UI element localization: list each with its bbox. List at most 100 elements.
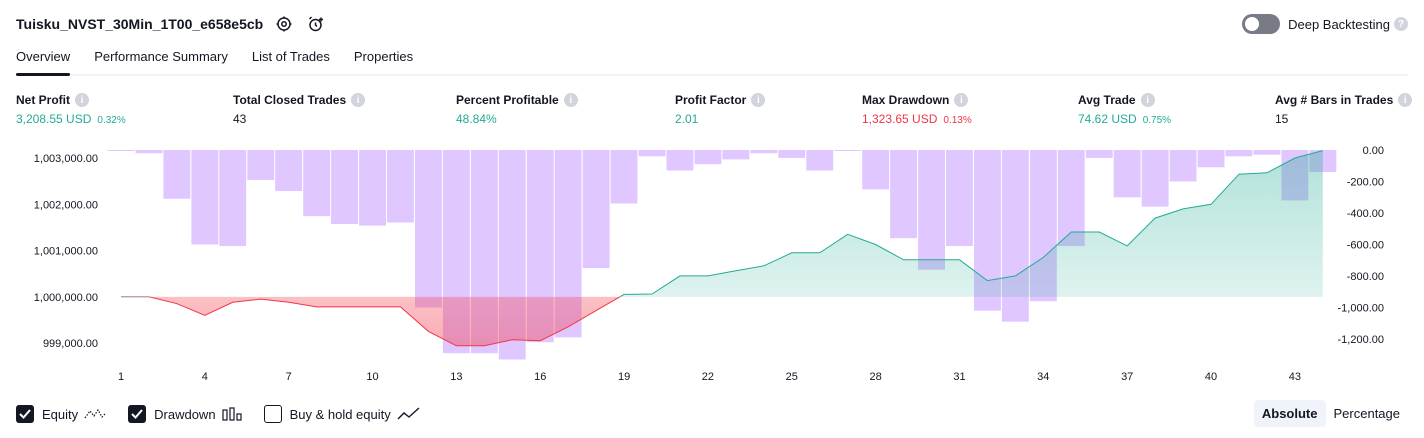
drawdown-bar — [303, 150, 331, 217]
equity-line-loss — [121, 296, 622, 347]
equity-chart: 1,003,000.00 1,002,000.00 1,001,000.00 1,00… — [0, 140, 1424, 392]
drawdown-bar — [1253, 150, 1281, 155]
x-axis-tick: 19 — [618, 371, 630, 383]
drawdown-bar — [135, 150, 163, 154]
drawdown-bar — [946, 150, 973, 247]
chart-legend: Equity Drawdown Buy & hold equity — [16, 404, 441, 424]
buy-hold-checkbox[interactable] — [263, 405, 282, 423]
x-axis-tick: 37 — [1121, 371, 1133, 383]
equity-line-icon — [84, 407, 108, 421]
tab-overview[interactable]: Overview — [16, 48, 71, 76]
right-axis-tick: -200.00 — [1347, 177, 1384, 189]
stat-value: 2.01 — [675, 112, 699, 126]
stats-row: Net Profit i 3,208.55 USD 0.32% Total Clos… — [16, 93, 1416, 133]
info-icon[interactable]: i — [1140, 93, 1155, 107]
left-axis-tick: 1,001,000.00 — [34, 246, 98, 258]
drawdown-bar — [862, 150, 890, 190]
help-icon[interactable]: ? — [1394, 17, 1408, 31]
add-alert-icon[interactable] — [305, 13, 327, 35]
drawdown-checkbox[interactable] — [128, 405, 147, 423]
gear-icon[interactable] — [273, 13, 295, 35]
right-axis-tick: -1,200.00 — [1338, 334, 1384, 346]
right-axis-tick: -1,000.00 — [1338, 303, 1384, 315]
stat-label: Total Closed Trades — [233, 93, 347, 107]
stat-value: 43 — [233, 112, 247, 126]
deep-backtesting-toggle[interactable] — [1242, 14, 1281, 34]
drawdown-bar — [890, 150, 917, 239]
drawdown-bar — [1197, 150, 1225, 168]
x-axis-tick: 16 — [534, 371, 546, 383]
drawdown-bar — [666, 150, 694, 171]
chart-canvas: 1,003,000.00 1,002,000.00 1,001,000.00 1,00… — [34, 145, 1384, 383]
drawdown-bar — [1169, 150, 1197, 182]
equity-profit-area — [620, 150, 1323, 297]
drawdown-bar — [1085, 150, 1113, 158]
stat-net-profit: Net Profit i 3,208.55 USD 0.32% — [16, 93, 126, 126]
stat-label: Percent Profitable — [456, 93, 559, 107]
drawdown-bar — [331, 150, 358, 224]
tab-properties[interactable]: Properties — [353, 49, 414, 64]
stat-value: 3,208.55 USD — [16, 112, 92, 126]
legend-buy-hold[interactable]: Buy & hold equity — [263, 405, 421, 423]
absolute-button[interactable]: Absolute — [1253, 400, 1326, 427]
stat-percent: 0.75% — [1142, 115, 1172, 126]
drawdown-bar — [806, 150, 834, 171]
stat-label: Max Drawdown — [862, 93, 950, 107]
stat-value: 1,323.65 USD — [862, 112, 938, 126]
drawdown-bar — [1225, 150, 1253, 157]
drawdown-bar — [247, 150, 275, 180]
drawdown-bar — [163, 150, 191, 199]
deep-backtesting: Deep Backtesting ? — [1242, 12, 1408, 36]
stat-percent: 0.32% — [97, 115, 126, 126]
drawdown-bar — [582, 150, 610, 269]
drawdown-bar — [1141, 150, 1169, 207]
stat-max-drawdown: Max Drawdown i 1,323.65 USD 0.13% — [862, 93, 972, 126]
x-axis-tick: 34 — [1037, 371, 1049, 383]
drawdown-bar — [722, 150, 750, 160]
info-icon[interactable]: i — [1398, 93, 1413, 107]
stat-percent: 0.13% — [943, 115, 972, 126]
x-axis-tick: 40 — [1205, 371, 1217, 383]
info-icon[interactable]: i — [751, 93, 766, 107]
drawdown-bar — [107, 150, 135, 151]
equity-checkbox[interactable] — [16, 405, 34, 423]
drawdown-bar — [750, 150, 778, 154]
x-axis-tick: 25 — [786, 371, 798, 383]
drawdown-bar — [415, 150, 442, 308]
drawdown-bar — [778, 150, 806, 158]
legend-drawdown[interactable]: Drawdown — [128, 405, 243, 423]
x-axis-tick: 4 — [202, 371, 208, 383]
left-axis-tick: 1,000,000.00 — [34, 292, 98, 304]
right-axis-tick: -400.00 — [1347, 208, 1384, 220]
tab-performance-summary[interactable]: Performance Summary — [94, 49, 228, 64]
info-icon[interactable]: i — [563, 93, 578, 107]
drawdown-bar — [694, 150, 722, 165]
drawdown-bar — [191, 150, 219, 245]
tab-list-of-trades[interactable]: List of Trades — [251, 49, 330, 64]
info-icon[interactable]: i — [351, 93, 366, 107]
stat-label: Net Profit — [16, 93, 70, 107]
stat-avg-trade: Avg Trade i 74.62 USD 0.75% — [1078, 93, 1171, 126]
tab-bar: Overview Performance Summary List of Tra… — [16, 48, 1408, 76]
drawdown-bar — [610, 150, 638, 204]
x-axis-tick: 28 — [869, 371, 881, 383]
x-axis-tick: 43 — [1289, 371, 1301, 383]
x-axis-tick: 1 — [118, 371, 124, 383]
drawdown-bar — [1113, 150, 1141, 198]
stat-total-closed-trades: Total Closed Trades i 43 — [233, 93, 366, 126]
info-icon[interactable]: i — [75, 93, 89, 107]
left-axis-tick: 1,002,000.00 — [34, 199, 98, 211]
legend-label: Buy & hold equity — [289, 406, 391, 422]
drawdown-bar — [275, 150, 303, 191]
drawdown-bar — [1057, 150, 1085, 247]
percentage-button[interactable]: Percentage — [1333, 406, 1401, 421]
drawdown-bars-icon — [221, 407, 244, 421]
legend-equity[interactable]: Equity — [16, 405, 108, 423]
x-axis-tick: 10 — [366, 371, 378, 383]
stat-value: 74.62 USD — [1078, 112, 1137, 126]
info-icon[interactable]: i — [954, 93, 969, 107]
toggle-knob — [1245, 17, 1260, 31]
stat-value: 15 — [1275, 112, 1289, 126]
stat-profit-factor: Profit Factor i 2.01 — [675, 93, 766, 126]
equity-loss-area — [121, 296, 1323, 346]
